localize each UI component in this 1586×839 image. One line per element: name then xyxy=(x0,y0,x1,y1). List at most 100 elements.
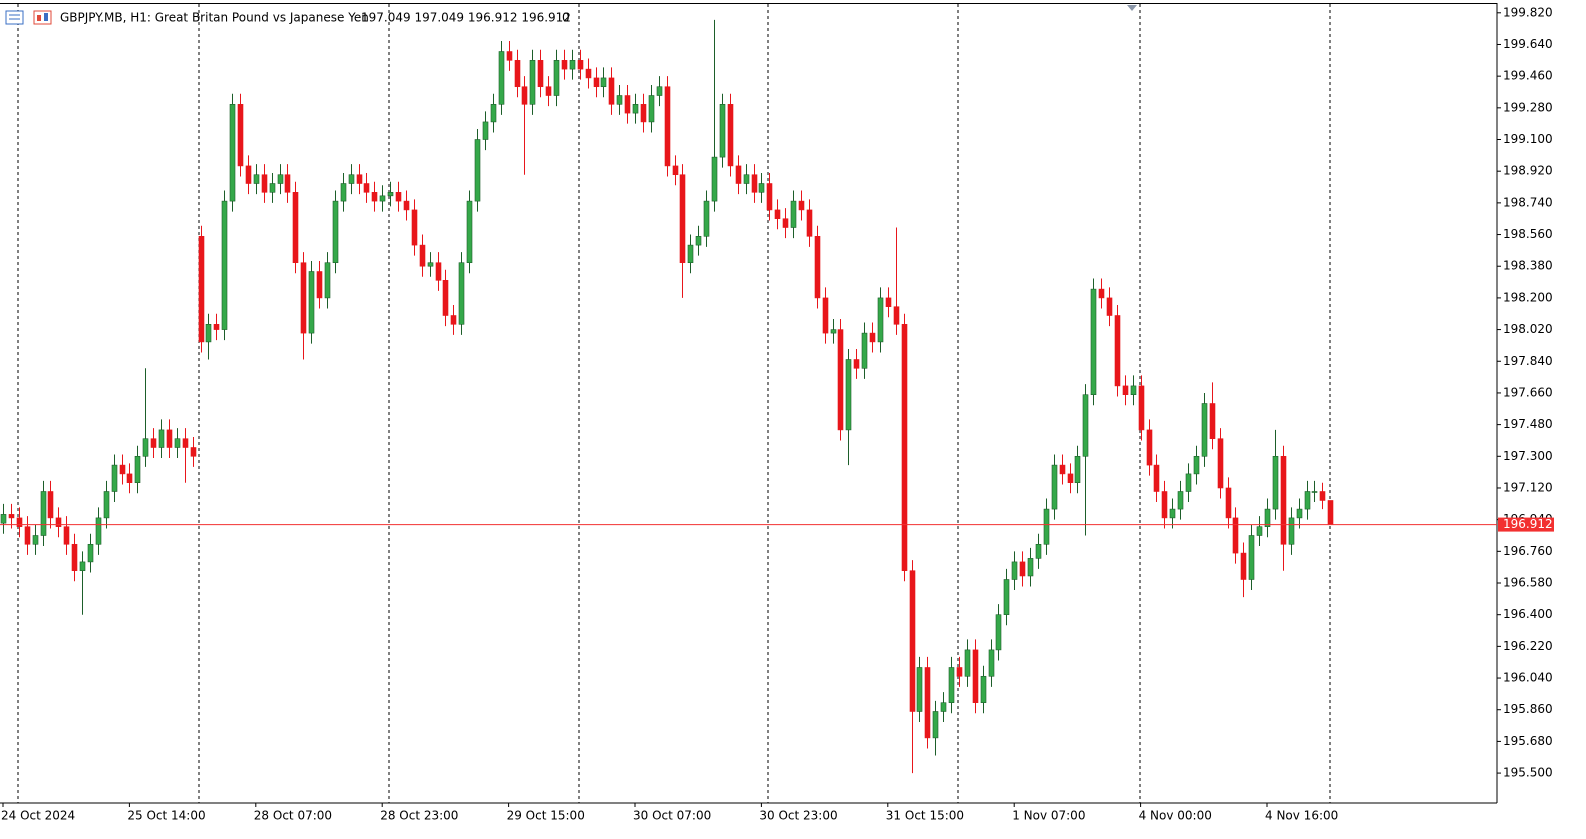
candle-body xyxy=(126,473,133,483)
candle-body xyxy=(632,104,639,114)
x-tick-label: 28 Oct 23:00 xyxy=(380,809,458,823)
candle-body xyxy=(995,614,1002,651)
y-tick-label: 199.820 xyxy=(1503,5,1553,19)
candle-body xyxy=(229,104,236,202)
candle-body xyxy=(1327,500,1334,525)
candle-body xyxy=(814,236,821,299)
y-tick-label: 199.640 xyxy=(1503,37,1553,51)
candle-body xyxy=(845,359,852,431)
candle-body xyxy=(316,271,323,299)
y-tick-label: 196.760 xyxy=(1503,544,1553,558)
candle-body xyxy=(47,491,54,519)
candle-body xyxy=(553,60,560,96)
candle-body xyxy=(972,649,979,703)
candle-body xyxy=(1074,455,1081,483)
candle-body xyxy=(1027,558,1034,577)
candles xyxy=(0,19,1334,774)
candle-body xyxy=(679,174,686,264)
candle-body xyxy=(1130,385,1137,396)
candle-body xyxy=(806,209,813,237)
candle-body xyxy=(379,195,386,202)
chart-shift-marker xyxy=(1127,5,1137,11)
candle-body xyxy=(1003,579,1010,615)
candle-body xyxy=(387,192,394,197)
candle-body xyxy=(1114,315,1121,387)
candle-body xyxy=(95,517,102,545)
y-tick-label: 199.280 xyxy=(1503,100,1553,114)
candle-body xyxy=(332,200,339,264)
x-tick-label: 25 Oct 14:00 xyxy=(127,809,205,823)
candle-body xyxy=(403,200,410,211)
candle-body xyxy=(964,649,971,677)
candle-body xyxy=(182,438,189,448)
candle-body xyxy=(853,359,860,369)
x-tick-label: 30 Oct 07:00 xyxy=(633,809,711,823)
x-tick-label: 4 Nov 00:00 xyxy=(1139,809,1212,823)
candle-body xyxy=(1232,517,1239,554)
candle-body xyxy=(1272,455,1279,510)
y-tick-label: 198.920 xyxy=(1503,164,1553,178)
x-tick-label: 29 Oct 15:00 xyxy=(507,809,585,823)
candle-body xyxy=(356,174,363,184)
candle-body xyxy=(869,332,876,343)
candle-body xyxy=(284,174,291,193)
candle-body xyxy=(616,95,623,105)
candle-body xyxy=(648,95,655,123)
candle-body xyxy=(324,262,331,299)
candle-body xyxy=(1185,473,1192,492)
candle-body xyxy=(521,86,528,105)
candle-body xyxy=(245,165,252,184)
volume: 0 xyxy=(562,11,570,25)
x-tick-label: 30 Oct 23:00 xyxy=(759,809,837,823)
candle-body xyxy=(940,702,947,712)
candle-body xyxy=(1209,403,1216,439)
candle-body xyxy=(190,447,197,457)
candle-body xyxy=(719,104,726,158)
candle-body xyxy=(585,68,592,79)
candle-body xyxy=(1138,385,1145,431)
y-tick-label: 195.860 xyxy=(1503,702,1553,716)
candle-body xyxy=(893,306,900,325)
candle-body xyxy=(292,192,299,264)
candle-body xyxy=(498,51,505,105)
candle-body xyxy=(758,183,765,193)
candle-body xyxy=(1098,288,1105,299)
candle-body xyxy=(885,297,892,308)
candle-body xyxy=(1059,464,1066,475)
candle-body xyxy=(1051,464,1058,510)
candle-body xyxy=(948,667,955,703)
candle-body xyxy=(1319,491,1326,501)
icon xyxy=(44,13,48,21)
candle-body xyxy=(348,174,355,184)
candle-body xyxy=(308,271,315,334)
y-tick-label: 197.480 xyxy=(1503,417,1553,431)
candle-body xyxy=(198,236,205,343)
candle-body xyxy=(1082,394,1089,457)
candle-body xyxy=(442,280,449,316)
candle-body xyxy=(435,262,442,281)
candle-body xyxy=(1264,508,1271,527)
candle-body xyxy=(150,438,157,448)
candle-body xyxy=(237,104,244,167)
x-tick-label: 24 Oct 2024 xyxy=(1,809,75,823)
candle-body xyxy=(1201,403,1208,457)
candle-body xyxy=(798,200,805,211)
candle-body xyxy=(1011,561,1018,580)
candle-body xyxy=(205,324,212,343)
candle-body xyxy=(751,174,758,193)
candle-body xyxy=(656,86,663,96)
candle-body xyxy=(640,104,647,123)
x-tick-label: 1 Nov 07:00 xyxy=(1012,809,1085,823)
candle-body xyxy=(1177,491,1184,510)
y-tick-label: 197.120 xyxy=(1503,480,1553,494)
candle-body xyxy=(1043,508,1050,545)
candle-body xyxy=(261,174,268,193)
candle-body xyxy=(395,192,402,202)
candle-body xyxy=(24,526,31,545)
candle-body xyxy=(1153,464,1160,492)
candle-body xyxy=(1225,487,1232,519)
candle-body xyxy=(63,526,70,545)
candle-body xyxy=(782,218,789,228)
